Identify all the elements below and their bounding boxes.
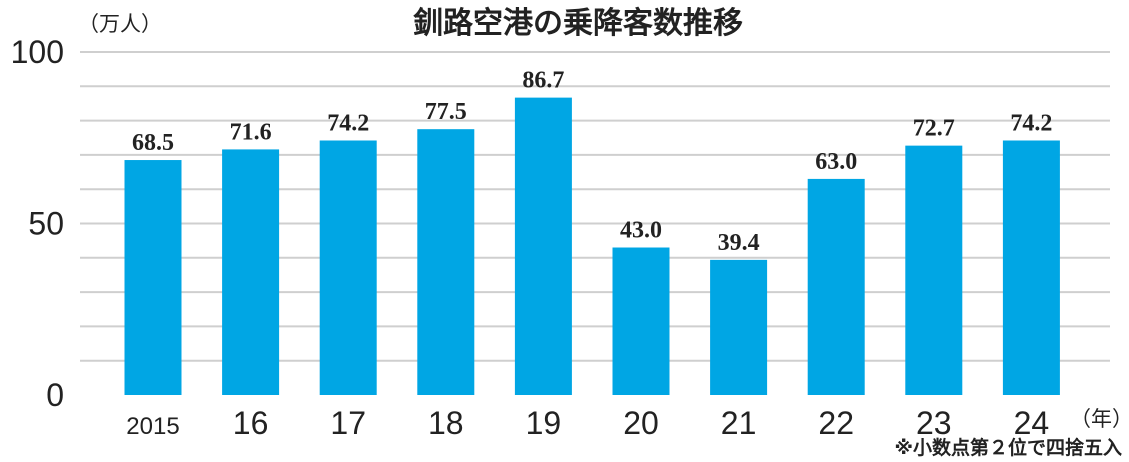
x-tick-label: 19 bbox=[526, 405, 562, 441]
bar-21 bbox=[710, 259, 768, 395]
y-tick-label: 50 bbox=[28, 206, 64, 242]
value-label: 63.0 bbox=[815, 149, 857, 175]
x-tick-label: 22 bbox=[818, 405, 854, 441]
bar-2015 bbox=[124, 160, 182, 395]
x-tick-label: 2015 bbox=[126, 413, 179, 440]
bar-24 bbox=[1002, 140, 1060, 395]
rounding-note: ※小数点第２位で四捨五入 bbox=[895, 436, 1122, 459]
y-tick-label: 100 bbox=[11, 34, 64, 70]
y-tick-label: 0 bbox=[46, 377, 64, 413]
x-axis-unit-label: （年） bbox=[1070, 407, 1129, 431]
bars bbox=[124, 97, 1060, 396]
x-tick-label: 24 bbox=[1014, 405, 1050, 441]
x-tick-label: 17 bbox=[330, 405, 366, 441]
value-label: 86.7 bbox=[522, 68, 564, 94]
x-tick-label: 21 bbox=[721, 405, 757, 441]
y-axis-unit-label: （万人） bbox=[78, 12, 162, 36]
bar-17 bbox=[319, 140, 377, 395]
y-axis-ticks: 0 50 100 bbox=[11, 34, 64, 413]
x-tick-label: 18 bbox=[428, 405, 464, 441]
value-label: 72.7 bbox=[913, 116, 955, 142]
value-labels: 68.5 71.6 74.2 77.5 86.7 43.0 39.4 63.0 72.7 74.2 bbox=[132, 68, 1052, 256]
bar-20 bbox=[612, 247, 670, 395]
x-axis-ticks: 2015 16 17 18 19 20 21 22 23 24 bbox=[126, 405, 1049, 441]
chart-title: 釧路空港の乗降客数推移 bbox=[413, 6, 743, 41]
bar-22 bbox=[807, 178, 865, 395]
bar-16 bbox=[222, 149, 280, 395]
value-label: 71.6 bbox=[230, 119, 272, 145]
value-label: 68.5 bbox=[132, 130, 174, 156]
value-label: 74.2 bbox=[1010, 110, 1052, 136]
x-tick-label: 20 bbox=[623, 405, 659, 441]
x-tick-label: 23 bbox=[916, 405, 952, 441]
x-tick-label: 16 bbox=[233, 405, 269, 441]
bar-23 bbox=[905, 145, 963, 395]
value-label: 74.2 bbox=[327, 110, 369, 136]
value-label: 39.4 bbox=[718, 230, 760, 256]
bar-19 bbox=[514, 97, 572, 395]
bar-18 bbox=[417, 129, 475, 396]
value-label: 43.0 bbox=[620, 218, 662, 244]
value-label: 77.5 bbox=[425, 99, 467, 125]
